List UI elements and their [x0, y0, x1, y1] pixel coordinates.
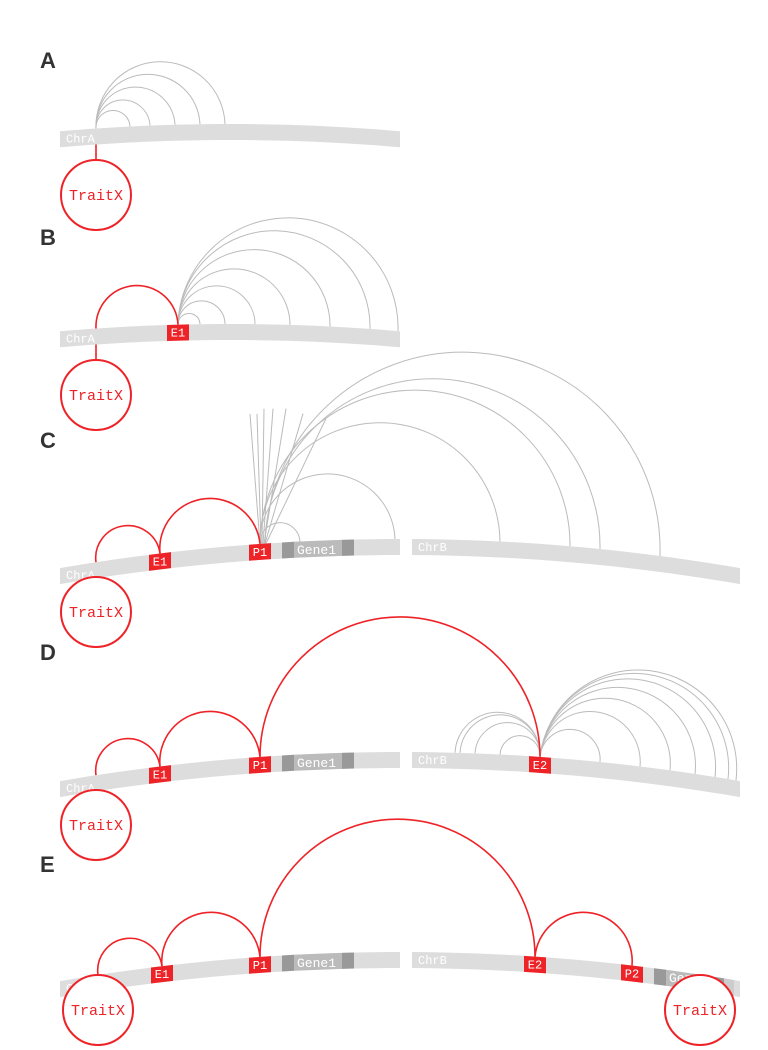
- feature-label: E1: [171, 327, 185, 341]
- feature-label: P1: [253, 546, 267, 560]
- feature-label: P1: [253, 959, 267, 973]
- feature-label: E2: [533, 759, 547, 773]
- spike-line: [262, 409, 264, 544]
- arc: [500, 736, 540, 757]
- arc: [260, 390, 570, 546]
- spike-line: [257, 414, 261, 544]
- arc: [96, 74, 200, 128]
- arc: [96, 286, 178, 329]
- chromosome: [412, 752, 740, 797]
- arc: [96, 110, 130, 128]
- arc: [178, 286, 255, 325]
- arc: [178, 218, 398, 331]
- gene-segment: [342, 753, 354, 769]
- arc: [178, 313, 200, 324]
- arc: [455, 712, 540, 757]
- feature-label: P1: [253, 759, 267, 773]
- gene-segment: [282, 955, 294, 972]
- chromosome: [60, 324, 400, 347]
- gene-label: Gene1: [297, 956, 336, 971]
- panel-label: E: [40, 852, 55, 877]
- gene-segment: [282, 542, 294, 559]
- trait-label: TraitX: [71, 1003, 125, 1020]
- panel-label: A: [40, 48, 56, 73]
- feature-label: E1: [153, 768, 167, 782]
- gene-label: Gene1: [297, 756, 336, 771]
- gene-segment: [282, 755, 294, 772]
- arc: [96, 62, 225, 129]
- chromosome-label: ChrA: [66, 333, 96, 347]
- feature-label: P2: [625, 968, 639, 982]
- gene-segment: [342, 953, 354, 969]
- gene-label: Gene1: [297, 543, 336, 558]
- arc: [540, 729, 600, 762]
- arc: [535, 912, 632, 965]
- chromosome-label: ChrB: [418, 754, 447, 768]
- arc: [178, 301, 225, 325]
- gene-segment: [342, 540, 354, 556]
- arc: [260, 819, 535, 957]
- trait-label: TraitX: [673, 1003, 727, 1020]
- chromosome-label: ChrB: [418, 954, 447, 968]
- feature-label: E1: [155, 968, 169, 982]
- chromosome: [60, 124, 400, 147]
- feature-label: E1: [153, 555, 167, 569]
- chromosome-label: ChrB: [418, 541, 447, 555]
- chromosome: [412, 539, 740, 584]
- panel-label: C: [40, 428, 56, 453]
- trait-label: TraitX: [69, 388, 123, 405]
- arc: [260, 423, 500, 544]
- arc: [260, 617, 540, 757]
- spike-line: [263, 409, 273, 544]
- panel-label: B: [40, 225, 56, 250]
- trait-label: TraitX: [69, 605, 123, 622]
- diagram-svg: AChrATraitXBChrAE1TraitXCChrAChrBGene1E1…: [0, 0, 768, 1050]
- arc: [265, 352, 660, 556]
- arc: [265, 379, 600, 549]
- arc: [260, 474, 395, 544]
- chromosome-label: ChrA: [66, 133, 96, 147]
- feature-label: E2: [528, 959, 542, 973]
- panel-label: D: [40, 640, 56, 665]
- gene-segment: [654, 968, 666, 986]
- trait-label: TraitX: [69, 818, 123, 835]
- trait-label: TraitX: [69, 188, 123, 205]
- arc: [178, 231, 370, 329]
